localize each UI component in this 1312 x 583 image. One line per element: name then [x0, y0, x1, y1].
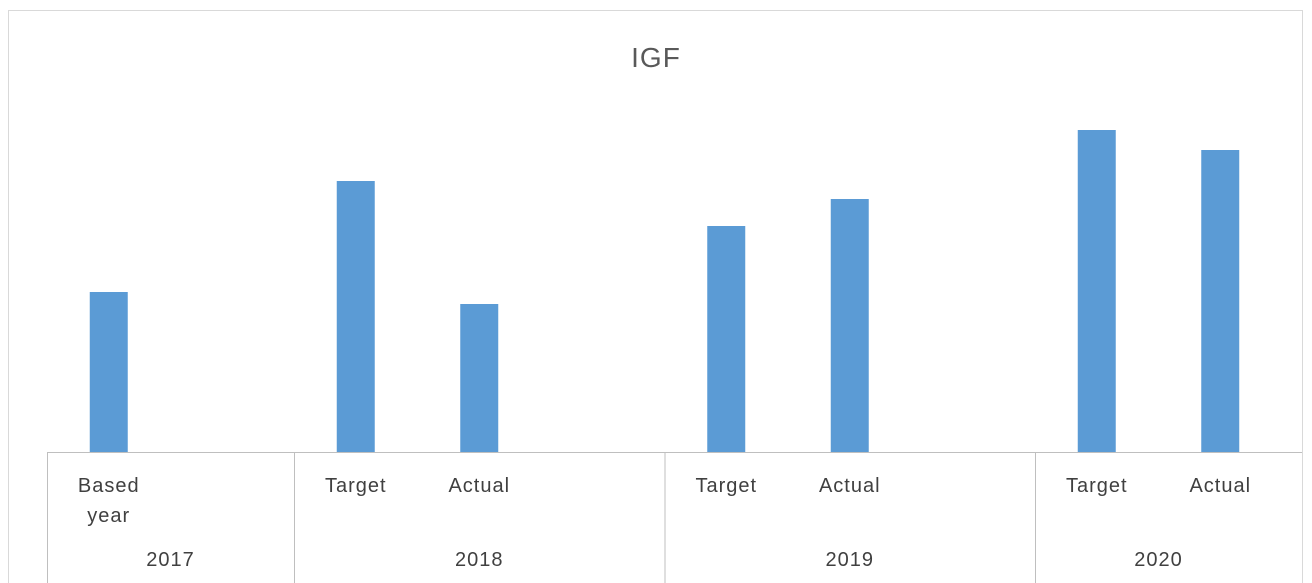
x-tick-label: Based year [77, 475, 140, 527]
bar [460, 304, 499, 452]
group-label: 2019 [825, 549, 874, 571]
bar [830, 199, 869, 452]
group-label: 2017 [146, 549, 195, 571]
bar [1201, 150, 1240, 452]
chart-title: IGF [631, 42, 681, 73]
x-tick-label: Actual [1189, 475, 1252, 497]
bar [1077, 130, 1116, 452]
x-tick-label: Target [695, 475, 758, 497]
group-label: 2018 [455, 549, 504, 571]
chart-border [8, 10, 1303, 583]
bar [336, 181, 375, 452]
x-tick-label: Target [1065, 475, 1128, 497]
bar [89, 292, 128, 452]
group-label: 2020 [1134, 549, 1183, 571]
x-tick-label: Actual [818, 475, 881, 497]
x-tick-label: Actual [448, 475, 511, 497]
x-tick-label: Target [324, 475, 387, 497]
bar [707, 226, 746, 452]
